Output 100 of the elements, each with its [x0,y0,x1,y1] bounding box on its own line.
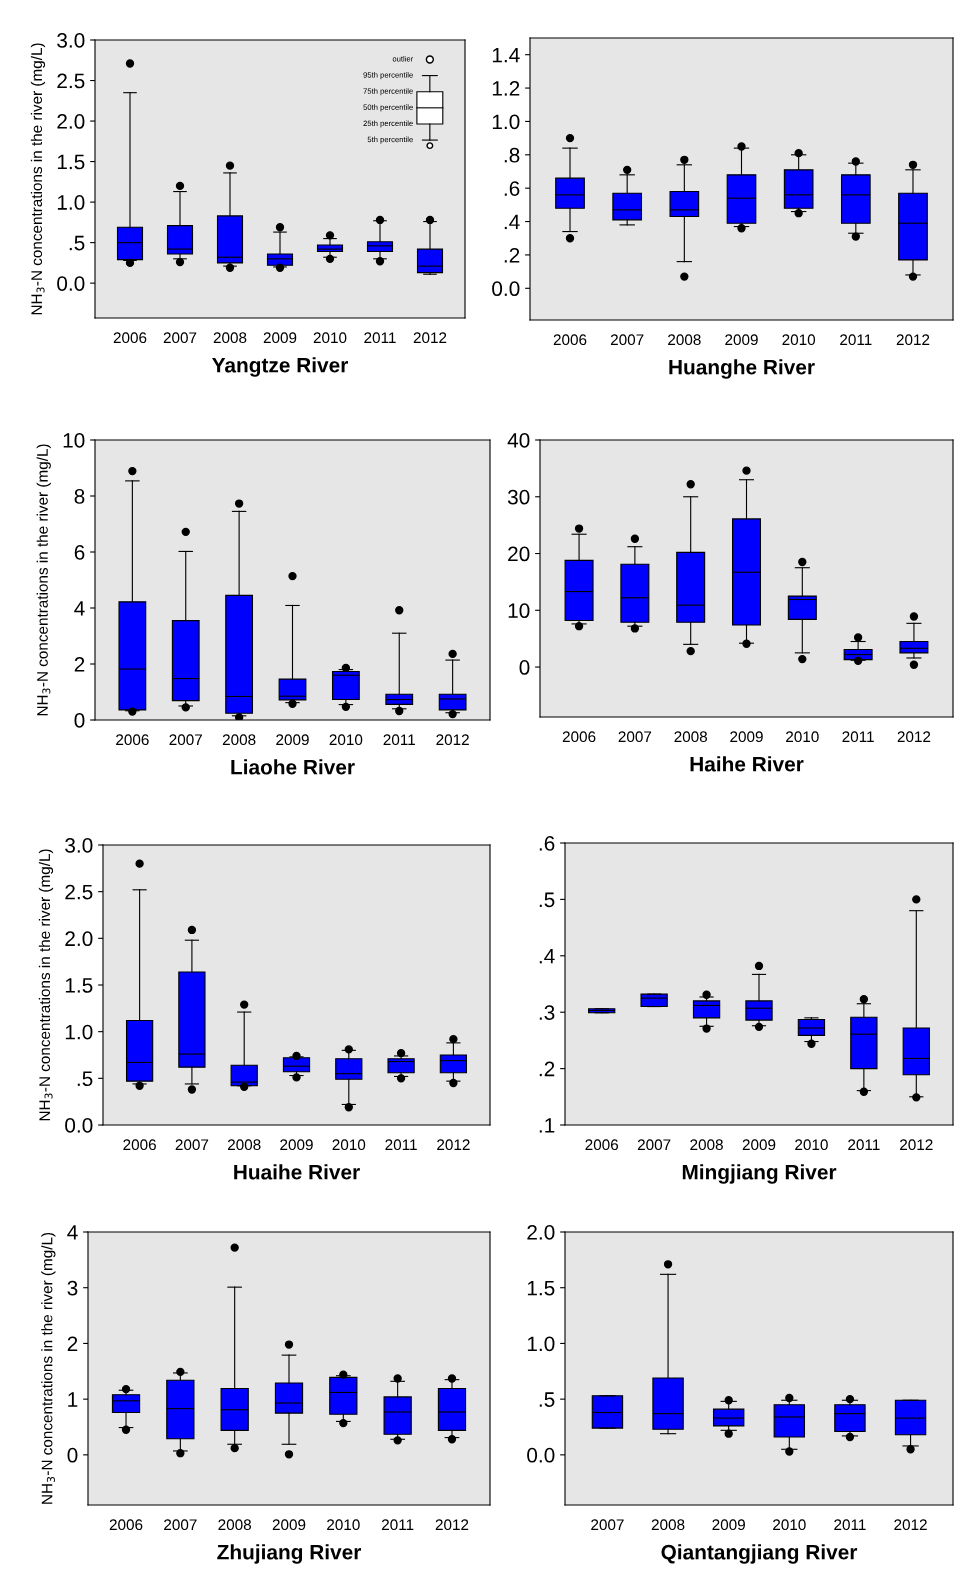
x-tick-label: 2009 [276,734,309,746]
y-tick-label: 10 [508,603,530,619]
x-tick-label: 2009 [742,1139,776,1151]
y-tick-label: 2.5 [65,884,93,900]
x-tick-label: 2011 [381,1519,414,1531]
y-tick-label: .6 [504,181,520,196]
x-tick-label: 2008 [690,1139,723,1151]
y-tick-label: 3 [67,1280,78,1296]
x-tick-label: 2012 [897,731,931,743]
y-tick-label: 2.0 [527,1225,555,1240]
y-tick-label: .5 [77,1071,93,1087]
x-tick-label: 2007 [610,334,644,346]
y-tick-label: 1.0 [527,1336,555,1352]
y-tick-label: 1.5 [65,978,93,993]
y-tick-label: 10 [63,433,85,448]
x-axis-title: Huaihe River [234,1164,360,1180]
x-tick-label: 2011 [834,1519,866,1531]
x-tick-label: 2010 [782,334,816,346]
x-tick-label: 2012 [437,1139,470,1151]
x-tick-label: 2011 [383,734,415,746]
x-tick-label: 2006 [116,734,149,746]
y-tick-label: 3.0 [65,838,93,853]
x-tick-label: 2010 [332,1139,366,1151]
x-tick-label: 2011 [848,1139,880,1151]
y-tick-label: .2 [539,1061,555,1077]
x-tick-label: 2008 [668,334,701,346]
x-axis-title: Qiantangjiang River [661,1544,858,1564]
x-tick-label: 2012 [436,734,469,746]
y-tick-label: .5 [539,1392,555,1407]
x-axis-title: Liaohe River [231,759,355,775]
x-tick-label: 2012 [413,332,447,344]
x-tick-label: 2007 [637,1139,671,1151]
x-tick-label: 2009 [280,1139,313,1151]
x-tick-label: 2010 [786,731,819,743]
y-tick-label: 2 [74,657,85,672]
y-tick-label: 1.5 [527,1280,555,1296]
x-tick-label: 2006 [553,334,587,346]
x-tick-label: 2012 [900,1139,933,1151]
y-tick-label: 20 [508,546,530,562]
y-tick-label: 0.0 [65,1118,93,1133]
y-tick-label: .4 [539,949,555,964]
x-tick-label: 2010 [327,1519,360,1531]
x-tick-label: 2008 [213,332,247,344]
y-tick-label: 4 [74,601,85,616]
x-tick-label: 2010 [313,332,347,344]
x-tick-label: 2009 [712,1519,745,1531]
x-tick-label: 2006 [109,1519,143,1531]
y-tick-label: .1 [539,1118,555,1133]
y-tick-label: 1.4 [492,47,520,63]
x-tick-label: 2009 [725,334,758,346]
y-tick-label: 0.0 [57,276,85,291]
x-tick-label: 2006 [585,1139,619,1151]
x-tick-label: 2008 [218,1519,252,1531]
x-tick-label: 2008 [227,1139,261,1151]
y-tick-label: 1.0 [65,1024,93,1040]
y-tick-label: 1.2 [492,81,520,96]
y-tick-label: 2.5 [57,73,85,89]
y-tick-label: 2.0 [57,114,85,129]
y-tick-label: .6 [539,836,555,851]
y-axis-title: NH$_{3}$-N concentrations in the river (mg/L) [41,1232,56,1504]
x-axis-title: Yangtze River [212,357,348,377]
y-tick-label: 1.0 [57,195,85,210]
y-tick-label: 30 [507,489,530,505]
y-tick-label: .2 [504,247,520,263]
x-tick-label: 2007 [169,734,202,746]
y-tick-label: 2 [67,1336,78,1351]
y-axis-title: NH$_{3}$-N concentrations in the river (mg/L) [30,43,46,315]
x-tick-label: 2011 [840,334,872,346]
y-tick-label: .5 [539,892,555,908]
y-tick-label: 0.0 [527,1447,555,1463]
y-tick-label: 1.0 [492,114,520,130]
y-tick-label: .4 [504,214,520,230]
x-tick-label: 2011 [385,1139,417,1151]
y-tick-label: .5 [69,235,85,251]
x-tick-label: 2011 [364,332,396,344]
y-tick-label: .3 [539,1005,555,1020]
y-tick-label: 4 [67,1225,78,1240]
x-tick-label: 2010 [329,734,363,746]
x-tick-label: 2009 [730,731,763,743]
y-tick-label: 0 [67,1447,78,1463]
x-tick-label: 2008 [651,1519,685,1531]
y-tick-label: 1 [68,1392,78,1407]
x-tick-label: 2007 [163,332,197,344]
y-tick-label: 40 [507,433,530,448]
x-tick-label: 2007 [175,1139,209,1151]
y-tick-label: 0 [74,713,85,728]
x-axis-title: Haihe River [690,756,804,772]
x-tick-label: 2006 [123,1139,156,1151]
y-tick-label: 2.0 [65,931,93,947]
x-tick-label: 2011 [842,731,874,743]
y-tick-label: 3.0 [57,33,85,48]
x-tick-label: 2010 [795,1139,828,1151]
x-tick-label: 2012 [894,1519,927,1531]
y-tick-label: 6 [74,545,85,560]
x-tick-label: 2007 [618,731,652,743]
x-tick-label: 2012 [896,334,930,346]
x-axis-title: Zhujiang River [217,1544,362,1564]
y-tick-label: .8 [504,147,520,163]
x-tick-label: 2006 [113,332,147,344]
x-tick-label: 2010 [773,1519,806,1531]
